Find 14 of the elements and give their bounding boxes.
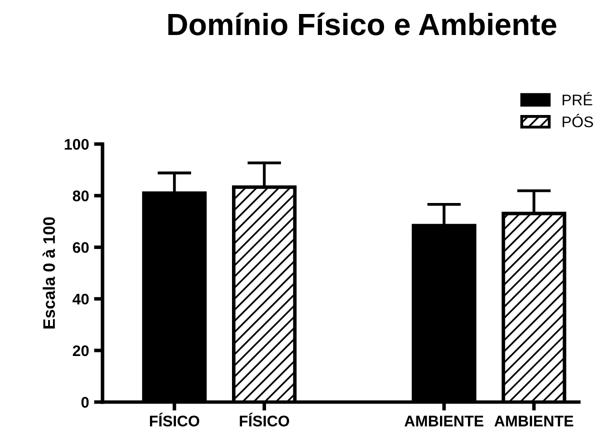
legend-label: PÓS [562, 114, 594, 128]
y-axis-title: Escala 0 à 100 [42, 217, 55, 328]
y-tick-label: 40 [72, 294, 89, 305]
y-tick-label: 20 [72, 345, 89, 356]
chart-title: Domínio Físico e Ambiente [168, 12, 556, 36]
y-tick-label: 0 [81, 396, 89, 408]
legend-label: PRÉ [562, 92, 592, 106]
x-tick-label: FÍSICO [240, 412, 290, 426]
x-tick-label: AMBIENTE [494, 416, 574, 426]
x-tick-label: FÍSICO [150, 412, 200, 426]
y-tick-label: 60 [72, 242, 89, 253]
y-tick-label: 80 [72, 190, 89, 202]
x-tick-label: AMBIENTE [404, 416, 484, 426]
y-tick-label: 100 [64, 138, 89, 150]
